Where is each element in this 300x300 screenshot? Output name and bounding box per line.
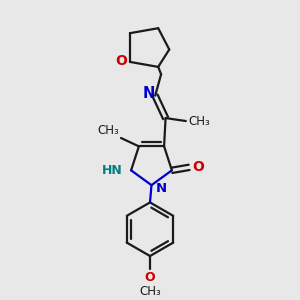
Text: N: N <box>142 86 155 101</box>
Text: HN: HN <box>102 164 123 177</box>
Text: CH₃: CH₃ <box>97 124 118 136</box>
Text: N: N <box>156 182 167 195</box>
Text: O: O <box>193 160 205 174</box>
Text: CH₃: CH₃ <box>188 115 210 128</box>
Text: O: O <box>145 271 155 284</box>
Text: O: O <box>115 54 127 68</box>
Text: CH₃: CH₃ <box>139 285 161 298</box>
